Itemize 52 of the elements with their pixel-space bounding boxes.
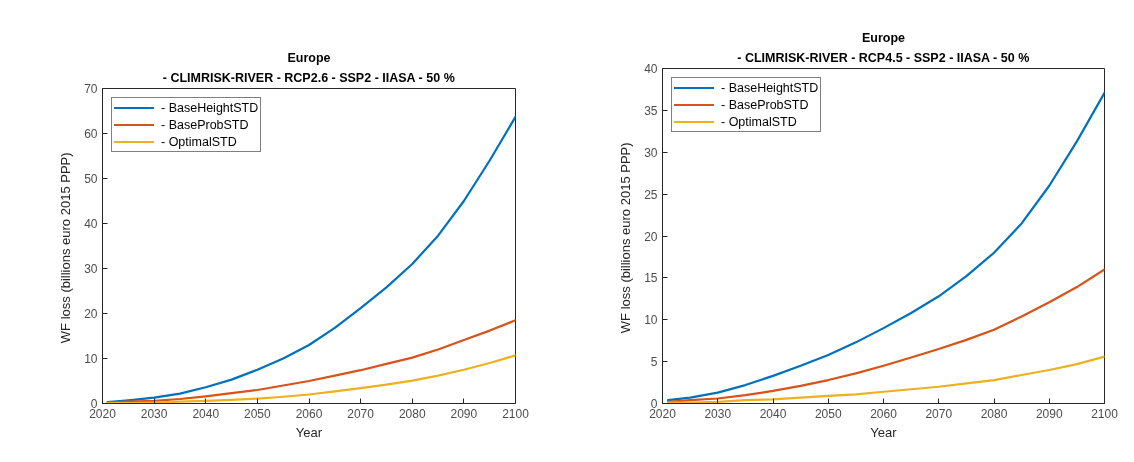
- y-tick-label: 35: [644, 103, 658, 118]
- line-series: [106, 319, 516, 404]
- x-tick-label: 2040: [759, 406, 787, 421]
- y-tick-label: 0: [90, 397, 98, 411]
- x-tick-label: 2080: [398, 406, 426, 421]
- y-tick-label: 15: [644, 271, 658, 286]
- x-tick-label: 2100: [502, 406, 530, 421]
- x-tick-label: 2090: [1035, 406, 1063, 421]
- y-tick-label: 60: [84, 127, 98, 141]
- legend-label: - OptimalSTD: [161, 134, 237, 149]
- x-tick-label: 2060: [870, 406, 898, 421]
- x-tick-label: 2040: [192, 406, 220, 421]
- x-tick-label: 2030: [704, 406, 732, 421]
- x-tick-label: 2090: [450, 406, 478, 421]
- line-series: [106, 354, 516, 404]
- y-tick-label: 10: [644, 313, 658, 328]
- x-tick-label: 2070: [925, 406, 953, 421]
- y-axis-title: WF loss (billions euro 2015 PPP): [618, 142, 634, 334]
- y-tick-label: 0: [650, 397, 658, 411]
- y-tick-label: 5: [650, 355, 658, 370]
- legend-label: - BaseProbSTD: [161, 117, 249, 132]
- y-tick-label: 30: [84, 262, 98, 276]
- x-axis-title: Year: [295, 424, 323, 440]
- x-tick-label: 2060: [295, 406, 323, 421]
- x-tick-label: 2080: [980, 406, 1008, 421]
- legend-label: - BaseHeightSTD: [721, 80, 819, 95]
- y-tick-label: 10: [84, 352, 98, 366]
- y-tick-label: 70: [84, 82, 98, 96]
- y-tick-label: 20: [644, 229, 658, 244]
- x-tick-label: 2050: [814, 406, 842, 421]
- x-tick-label: 2030: [140, 406, 168, 421]
- chart-title: Europe: [287, 50, 331, 65]
- y-tick-label: 40: [644, 62, 658, 76]
- y-axis-title: WF loss (billions euro 2015 PPP): [58, 152, 74, 344]
- x-axis-title: Year: [870, 424, 898, 440]
- y-tick-label: 25: [644, 187, 658, 202]
- y-tick-label: 50: [84, 172, 98, 186]
- legend-label: - BaseHeightSTD: [161, 100, 259, 115]
- y-tick-label: 40: [84, 217, 98, 231]
- x-tick-label: 2050: [244, 406, 272, 421]
- legend-label: - BaseProbSTD: [721, 97, 809, 112]
- chart-title: Europe: [861, 30, 906, 45]
- line-series: [666, 268, 1105, 403]
- y-tick-label: 20: [84, 307, 98, 321]
- line-series: [666, 355, 1105, 404]
- y-tick-label: 30: [644, 145, 658, 160]
- chart-subtitle: - CLIMRISK-RIVER - RCP4.5 - SSP2 - IIASA - 50 %: [737, 50, 1030, 65]
- x-tick-label: 2070: [347, 406, 375, 421]
- x-tick-label: 2100: [1091, 406, 1119, 421]
- line-series: [106, 115, 516, 404]
- chart-subtitle: - CLIMRISK-RIVER - RCP2.6 - SSP2 - IIASA - 50 %: [162, 70, 455, 85]
- legend-label: - OptimalSTD: [721, 114, 797, 129]
